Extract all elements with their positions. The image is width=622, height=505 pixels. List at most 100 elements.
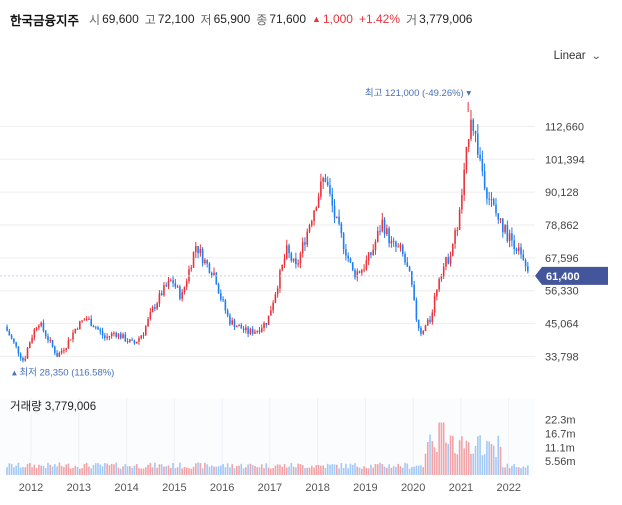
candle-body [83, 319, 86, 321]
volume-bar [326, 463, 329, 475]
volume-bar [445, 442, 447, 475]
chevron-down-icon: ⌄ [590, 50, 602, 62]
volume-bar [504, 467, 506, 475]
candle-body [99, 329, 102, 332]
candle-body [231, 320, 233, 325]
volume-bar [340, 463, 343, 475]
candle-body [258, 330, 261, 332]
candle-body [226, 310, 229, 316]
volume-bar [160, 464, 163, 475]
candle-body [15, 342, 17, 347]
volume-bar [124, 464, 127, 475]
volume-bar [461, 436, 463, 475]
volume-bar [199, 463, 202, 475]
volume-label: 거 [406, 12, 418, 27]
volume-bar [276, 464, 279, 475]
volume-bar [31, 467, 33, 475]
candle-body [517, 247, 520, 251]
low-marker-label: ▴ 최저 28,350 (116.58%) [12, 367, 114, 378]
volume-bar [508, 468, 511, 475]
candle-body [376, 231, 379, 242]
volume-bar [67, 463, 70, 475]
candle-body [481, 159, 484, 172]
candle-body [81, 320, 83, 322]
volume-tick-label: 16.7m [545, 428, 576, 440]
volume-bar [47, 462, 49, 475]
candle-body [88, 318, 90, 320]
volume-bar [281, 466, 284, 475]
volume-bar [406, 463, 409, 475]
candle-body [472, 119, 475, 131]
low-value: 65,900 [213, 12, 251, 26]
candle-body [331, 193, 334, 206]
candle-body [406, 262, 409, 267]
volume-bar [433, 447, 436, 475]
volume-bar [270, 468, 272, 475]
volume-bar [306, 467, 309, 475]
x-tick-label: 2012 [19, 482, 43, 494]
candle-body [292, 258, 295, 261]
volume-bar [142, 468, 145, 475]
volume-bar [119, 468, 122, 475]
volume-tick-label: 22.3m [545, 414, 576, 426]
candle-body [108, 336, 111, 338]
scale-dropdown[interactable]: Linear ⌄ [554, 50, 602, 62]
candle-body [247, 327, 249, 334]
volume-bar [206, 464, 208, 475]
x-tick-label: 2015 [162, 482, 186, 494]
volume-bar [215, 466, 218, 475]
candle-body [349, 258, 352, 263]
volume-bar [288, 466, 290, 475]
candle-body [242, 328, 245, 331]
volume-bar [465, 440, 468, 475]
volume-bar [424, 453, 427, 475]
candle-body [372, 249, 374, 255]
x-tick-label: 2017 [258, 482, 282, 494]
candle-body [144, 326, 147, 335]
candle-body [392, 240, 395, 242]
volume-bar [117, 467, 120, 475]
candle-body [192, 252, 195, 268]
candle-body [190, 267, 193, 270]
candle-body [329, 185, 331, 194]
candle-body [365, 260, 368, 270]
volume-bar [365, 467, 368, 475]
candle-body [492, 199, 495, 205]
volume-bar [454, 453, 456, 475]
candle-body [345, 249, 347, 256]
change-percent: +1.42% [358, 12, 401, 26]
candle-body [322, 177, 324, 182]
candle-body [340, 223, 343, 234]
volume-tick-label: 5.56m [545, 456, 576, 468]
candle-body [213, 272, 215, 276]
candle-body [454, 230, 456, 244]
volume-bar [458, 440, 461, 475]
open-value: 69,600 [102, 12, 139, 26]
candle-body [26, 348, 29, 359]
candle-body [363, 269, 365, 271]
volume-bar [429, 434, 431, 475]
volume-bar [399, 466, 402, 475]
volume-bar [158, 464, 161, 475]
candle-body [124, 334, 127, 342]
candle-body [179, 286, 181, 299]
volume-bar [317, 464, 320, 475]
volume-bar [333, 464, 336, 475]
candle-body [158, 293, 161, 304]
volume-bar [19, 467, 22, 475]
volume-bar [251, 465, 254, 475]
volume-bar [322, 465, 324, 475]
candle-body [397, 246, 400, 248]
candle-body [458, 209, 461, 230]
x-tick-label: 2014 [114, 482, 138, 494]
volume-bar [356, 466, 359, 475]
candle-body [301, 242, 304, 254]
volume-bar [233, 468, 236, 475]
volume-bar [363, 466, 365, 475]
candle-body [474, 130, 477, 134]
y-tick-label: 45,064 [545, 319, 579, 331]
candle-body [315, 207, 318, 211]
volume-bar [140, 468, 143, 475]
x-tick-label: 2016 [210, 482, 234, 494]
